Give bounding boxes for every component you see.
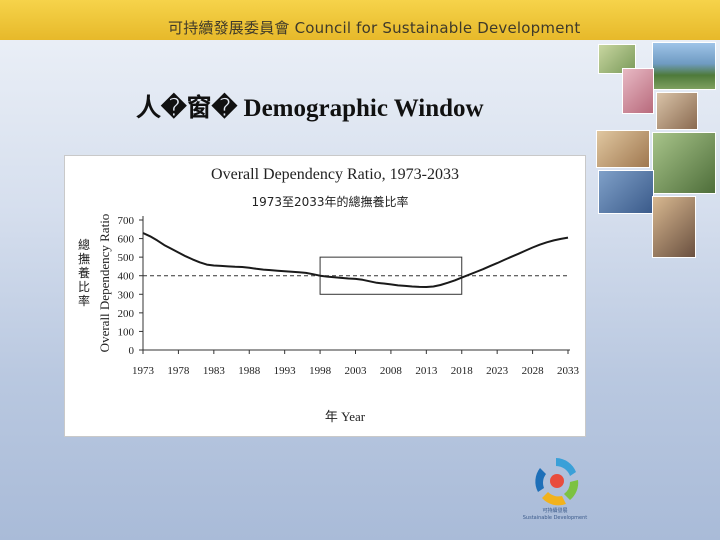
- photo-collage-6: [652, 132, 716, 194]
- x-tick-label: 2003: [345, 365, 368, 377]
- y-tick-label: 300: [118, 289, 135, 301]
- x-tick-label: 2018: [451, 365, 474, 377]
- header-banner: 可持續發展委員會 Council for Sustainable Develop…: [0, 0, 720, 40]
- photo-collage-2: [652, 42, 716, 90]
- csd-logo-icon: [535, 458, 579, 506]
- x-tick-label: 2008: [380, 365, 403, 377]
- photo-collage-8: [652, 196, 696, 258]
- x-tick-label: 1983: [203, 365, 226, 377]
- x-tick-label: 1973: [132, 365, 155, 377]
- logo-caption: 可持續發展 Sustainable Development: [520, 508, 590, 522]
- x-tick-label: 2023: [486, 365, 509, 377]
- x-tick-label: 1978: [167, 365, 190, 377]
- x-tick-label: 1988: [238, 365, 261, 377]
- y-axis-label: Overall Dependency Ratio: [97, 214, 112, 353]
- x-tick-label: 2013: [415, 365, 438, 377]
- photo-collage-5: [596, 130, 650, 168]
- x-tick-label: 2033: [557, 365, 580, 377]
- photo-collage-4: [656, 92, 698, 130]
- y-tick-label: 500: [118, 252, 135, 264]
- logo-caption-cn: 可持續發展: [542, 508, 568, 514]
- chart-subtitle: 1973至2033年的總撫養比率: [251, 194, 408, 209]
- page-title: 人�窗� Demographic Window: [136, 95, 484, 122]
- y-tick-label: 600: [118, 234, 135, 246]
- x-tick-label: 1998: [309, 365, 332, 377]
- chart-panel: [64, 155, 586, 437]
- x-tick-label: 2028: [522, 365, 545, 377]
- x-tick-label: 1993: [274, 365, 297, 377]
- y-tick-label: 0: [129, 345, 135, 357]
- y-tick-label: 100: [118, 326, 135, 338]
- y-axis-label-cn: 總撫養比率: [77, 238, 90, 308]
- banner-title: 可持續發展委員會 Council for Sustainable Develop…: [168, 19, 581, 37]
- y-tick-label: 200: [118, 308, 135, 320]
- x-axis-label: 年 Year: [325, 409, 366, 424]
- y-tick-label: 700: [118, 215, 135, 227]
- series-line: [142, 232, 569, 288]
- photo-collage-3: [622, 68, 654, 114]
- chart-title: Overall Dependency Ratio, 1973-2033: [211, 166, 459, 183]
- logo-caption-en: Sustainable Development: [522, 515, 588, 521]
- photo-collage-7: [598, 170, 654, 214]
- y-tick-label: 400: [118, 271, 135, 283]
